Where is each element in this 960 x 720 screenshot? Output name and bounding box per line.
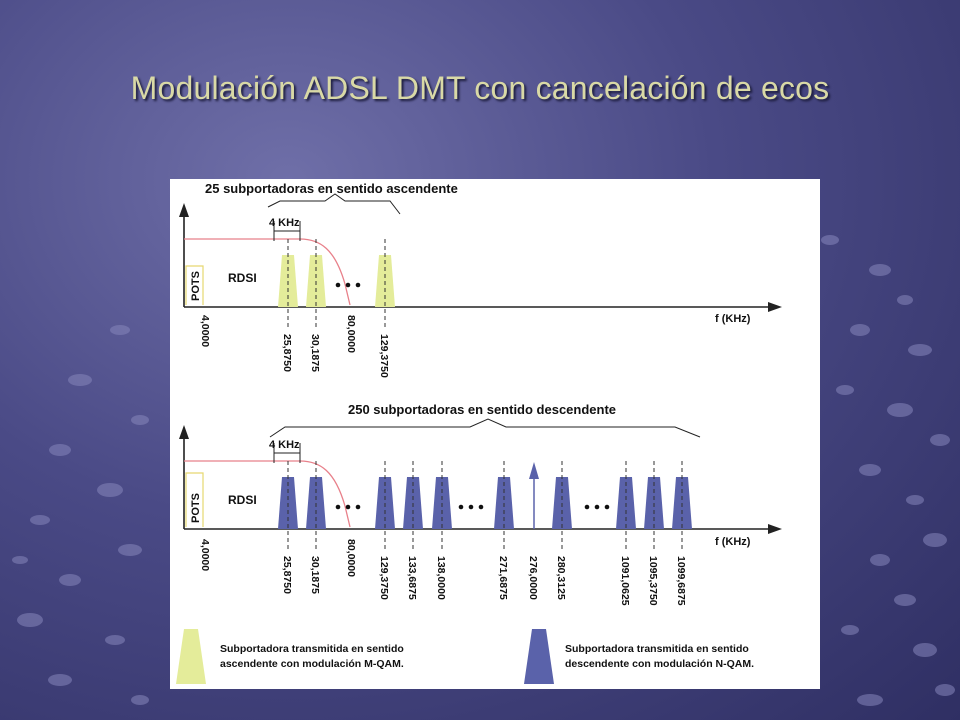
upstream-spectral-mask (184, 238, 351, 306)
downstream-tick-label: 80,0000 (345, 539, 357, 577)
downstream-spectral-mask (184, 460, 351, 528)
downstream-tick-label: 4,0000 (199, 539, 211, 571)
downstream-y-arrow (179, 425, 189, 439)
downstream-ellipsis-dot (478, 504, 484, 510)
downstream-brace (269, 418, 701, 438)
upstream-pots-band (185, 265, 204, 305)
upstream-pots-label: POTS (190, 271, 202, 301)
upstream-brace (267, 193, 401, 215)
downstream-rdsi-label: RDSI (228, 493, 257, 507)
downstream-heading: 250 subportadoras en sentido descendente (348, 402, 616, 417)
legend-downstream-swatch (524, 629, 554, 684)
downstream-width-label: 4 KHz (269, 439, 300, 451)
upstream-rdsi-label: RDSI (228, 271, 257, 285)
downstream-ellipsis-dot (458, 504, 464, 510)
downstream-pots-band (185, 472, 204, 527)
upstream-tick-label: 30,1875 (309, 334, 321, 372)
downstream-ellipsis-dot (345, 504, 351, 510)
downstream-tick-label: 1099,6875 (675, 556, 687, 606)
adsl-dmt-diagram: 25 subportadoras en sentido ascendente f… (170, 179, 820, 689)
legend-upstream-line2: ascendente con modulación M-QAM. (220, 658, 404, 670)
legend-upstream-line1: Subportadora transmitida en sentido (220, 643, 404, 655)
legend: Subportadora transmitida en sentido asce… (176, 629, 754, 684)
downstream-tick-label: 30,1875 (309, 556, 321, 594)
upstream-diagram: 25 subportadoras en sentido ascendente f… (179, 181, 782, 378)
downstream-tick-label: 271,6875 (497, 556, 509, 600)
upstream-x-arrow (768, 302, 782, 312)
downstream-x-arrow (768, 524, 782, 534)
upstream-ellipsis-dot (345, 282, 351, 288)
upstream-tick-label: 4,0000 (199, 315, 211, 347)
downstream-pots-label: POTS (190, 493, 202, 523)
upstream-tick-label: 80,0000 (345, 315, 357, 353)
downstream-tick-label: 1091,0625 (619, 556, 631, 606)
upstream-heading: 25 subportadoras en sentido ascendente (205, 181, 458, 196)
downstream-ellipsis-dot (604, 504, 610, 510)
downstream-tick-label: 1095,3750 (647, 556, 659, 606)
upstream-ellipsis-dot (335, 282, 341, 288)
downstream-tick-label: 276,0000 (527, 556, 539, 600)
downstream-tick-label: 133,6875 (406, 556, 418, 600)
downstream-pilot-arrow (529, 462, 539, 479)
downstream-ellipsis-dot (335, 504, 341, 510)
legend-downstream-line1: Subportadora transmitida en sentido (565, 643, 749, 655)
slide-title: Modulación ADSL DMT con cancelación de e… (130, 70, 830, 106)
downstream-axis-label: f (KHz) (715, 536, 751, 548)
downstream-tick-label: 280,3125 (555, 556, 567, 600)
upstream-y-arrow (179, 203, 189, 217)
upstream-width-label: 4 KHz (269, 217, 300, 229)
downstream-ellipsis-dot (468, 504, 474, 510)
upstream-axis-label: f (KHz) (715, 313, 751, 325)
downstream-ellipsis-dot (355, 504, 361, 510)
downstream-diagram: 250 subportadoras en sentido descendente… (179, 402, 782, 606)
upstream-tick-label: 25,8750 (281, 334, 293, 372)
legend-upstream-swatch (176, 629, 206, 684)
downstream-ellipsis-dot (594, 504, 600, 510)
downstream-tick-label: 138,0000 (435, 556, 447, 600)
downstream-tick-label: 129,3750 (378, 556, 390, 600)
downstream-ellipsis-dot (584, 504, 590, 510)
downstream-tick-label: 25,8750 (281, 556, 293, 594)
upstream-tick-label: 129,3750 (378, 334, 390, 378)
upstream-ellipsis-dot (355, 282, 361, 288)
legend-downstream-line2: descendente con modulación N-QAM. (565, 658, 754, 670)
